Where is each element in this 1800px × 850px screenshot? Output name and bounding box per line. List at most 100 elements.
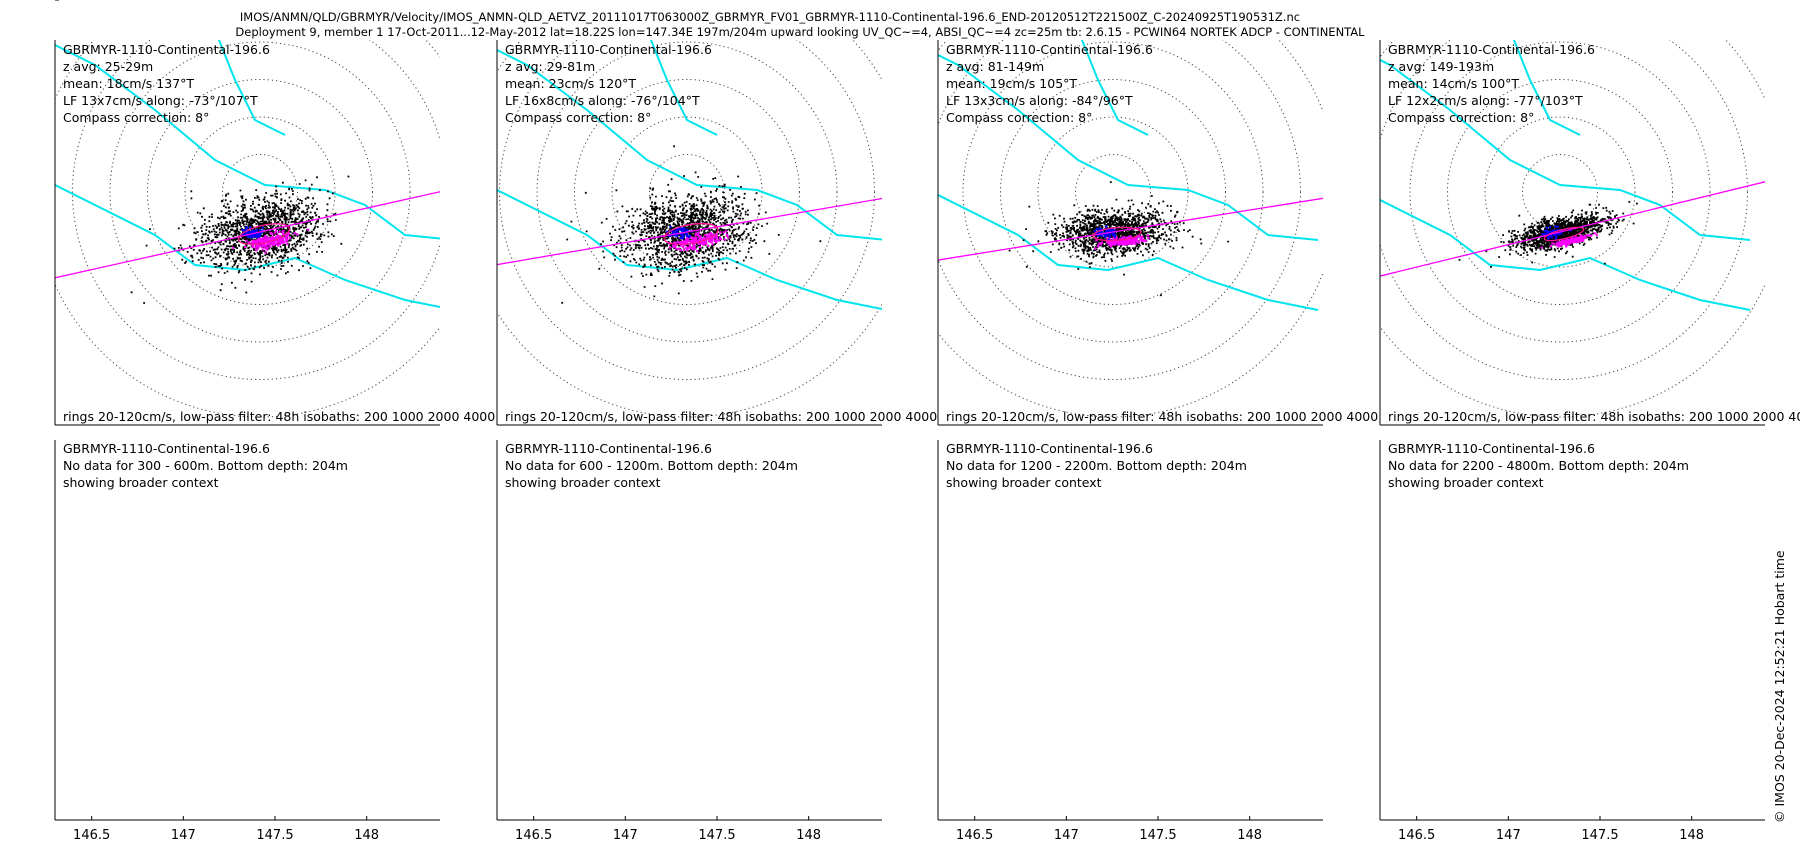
isobath-line (938, 53, 1319, 241)
isobath-line (1080, 40, 1149, 136)
x-tick-label: 146.5 (73, 828, 110, 843)
bottom-panel-2: GBRMYR-1110-Continental-196.6 No data for… (496, 0, 882, 843)
speed-ring (1380, 40, 1765, 418)
panel-info-line: Compass correction: 8° (1388, 110, 1534, 125)
panel-footer: rings 20-120cm/s, low-pass filter: 48h i… (946, 409, 1378, 424)
principal-axis-line (938, 197, 1323, 261)
isobath-line (1380, 58, 1751, 241)
speed-ring (109, 41, 411, 343)
panel-info-line: mean: 18cm/s 137°T (63, 76, 194, 91)
panel-info-line: showing broader context (63, 475, 219, 490)
speed-ring (1054, 0, 1204, 75)
isobath-line (649, 40, 718, 136)
x-tick-label: 147.5 (256, 828, 293, 843)
x-tick-label: 147 (1496, 828, 1521, 843)
panel-info-line: LF 13x3cm/s along: -84°/96°T (946, 93, 1133, 108)
isobath-line (217, 40, 286, 136)
y-tick-label: -18.2 (15, 0, 49, 4)
panel-title: GBRMYR-1110-Continental-196.6 (1388, 42, 1595, 57)
principal-axis-line (1380, 181, 1765, 277)
top-panel-2: GBRMYR-1110-Continental-196.6 z avg: 29-8… (496, 40, 937, 426)
variance-ellipse (237, 223, 291, 245)
panel-info-line: No data for 600 - 1200m. Bottom depth: 2… (505, 458, 798, 473)
speed-ring (497, 40, 882, 418)
variance-ellipse (663, 222, 719, 246)
y-tick-label: -18 (28, 0, 49, 4)
y-tick-label: -17.9 (15, 0, 49, 4)
y-tick-label: -18.8 (15, 0, 49, 4)
speed-ring (55, 40, 440, 418)
y-tick-label: -18 (28, 0, 49, 4)
panel-info-line: Compass correction: 8° (505, 110, 651, 125)
x-tick-label: 147 (171, 828, 196, 843)
x-tick-label: 146.5 (1398, 828, 1435, 843)
speed-ring (643, 0, 733, 45)
panel-info-line: Compass correction: 8° (946, 110, 1092, 125)
y-tick-label: -19 (28, 0, 49, 4)
panel-title: GBRMYR-1110-Continental-196.6 (63, 441, 270, 456)
panel-info-line: showing broader context (505, 475, 661, 490)
panel-info-line: z avg: 25-29m (63, 59, 153, 74)
panel-info-line: z avg: 29-81m (505, 59, 595, 74)
lowpass-scatter (1094, 234, 1150, 250)
speed-ring (231, 0, 261, 15)
x-tick-label: 146.5 (956, 828, 993, 843)
panel-info-line: z avg: 81-149m (946, 59, 1044, 74)
y-tick-label: -18.2 (15, 0, 49, 4)
speed-ring (1114, 0, 1144, 15)
isobath-line (1512, 40, 1581, 136)
panel-title: GBRMYR-1110-Continental-196.6 (63, 42, 270, 57)
speed-ring (938, 40, 1301, 380)
y-tick-label: -18.4 (15, 0, 49, 4)
speed-ring (1084, 0, 1174, 45)
speed-ring (1496, 0, 1646, 75)
panel-info-line: mean: 19cm/s 105°T (946, 76, 1077, 91)
lowpass-scatter (1540, 232, 1598, 249)
panel-info-line: showing broader context (1388, 475, 1544, 490)
isobath-line (55, 43, 440, 240)
principal-axis-line (497, 197, 882, 266)
bottom-panel-3: GBRMYR-1110-Continental-196.6 No data for… (937, 0, 1323, 843)
speed-ring (201, 0, 291, 45)
speed-ring (938, 40, 1323, 418)
y-tick-label: -18.1 (15, 0, 49, 4)
top-panel-3: GBRMYR-1110-Continental-196.6 z avg: 81-1… (937, 40, 1378, 426)
variance-ellipse (1543, 226, 1585, 242)
y-tick-label: -18.5 (15, 0, 49, 4)
panel-info-line: mean: 14cm/s 100°T (1388, 76, 1519, 91)
isobath-line (497, 48, 882, 241)
speed-ring (673, 0, 703, 15)
panel-footer: rings 20-120cm/s, low-pass filter: 48h i… (1388, 409, 1800, 424)
speed-ring (171, 0, 321, 75)
speed-ring (72, 40, 440, 380)
isobath-line (1380, 198, 1751, 311)
isobath-line (938, 193, 1319, 311)
panel-info-line: LF 13x7cm/s along: -73°/107°T (63, 93, 258, 108)
y-tick-label: -17.8 (15, 0, 49, 4)
y-tick-label: -18.3 (15, 0, 49, 4)
speed-ring (1037, 116, 1189, 268)
speed-ring (658, 0, 718, 30)
variance-ellipse (1092, 226, 1142, 242)
principal-axis-line (55, 191, 440, 279)
x-tick-label: 147.5 (1139, 828, 1176, 843)
y-tick-label: -18.6 (15, 0, 49, 4)
panel-info-line: Compass correction: 8° (63, 110, 209, 125)
y-tick-label: -17.6 (15, 0, 49, 4)
speed-ring (1099, 0, 1159, 30)
speed-ring (216, 0, 276, 30)
panel-info-line: mean: 23cm/s 120°T (505, 76, 636, 91)
panel-info-line: No data for 1200 - 2200m. Bottom depth: … (946, 458, 1247, 473)
x-tick-label: 147.5 (698, 828, 735, 843)
y-tick-label: -18.6 (15, 0, 49, 4)
top-panel-1: GBRMYR-1110-Continental-196.6 z avg: 25-2… (54, 40, 495, 426)
mean-cluster (666, 225, 693, 240)
speed-ring (1000, 79, 1226, 305)
speed-ring (1447, 79, 1673, 305)
bottom-panel-1: GBRMYR-1110-Continental-196.6 No data for… (54, 0, 440, 843)
isobath-line (497, 188, 882, 311)
top-panel-4: GBRMYR-1110-Continental-196.6 z avg: 149-… (1379, 40, 1800, 426)
panel-info-line: No data for 300 - 600m. Bottom depth: 20… (63, 458, 348, 473)
y-tick-label: -18.4 (15, 0, 49, 4)
